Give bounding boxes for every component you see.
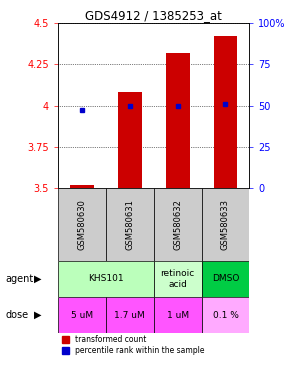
Bar: [166, 53, 190, 188]
Bar: [154, 261, 202, 297]
Bar: [154, 297, 202, 333]
Text: retinoic
acid: retinoic acid: [160, 269, 195, 289]
Bar: [118, 93, 142, 188]
Text: ▶: ▶: [34, 310, 41, 320]
Bar: [106, 188, 154, 261]
Text: GSM580630: GSM580630: [77, 199, 86, 250]
Text: KHS101: KHS101: [88, 275, 124, 283]
Text: GSM580632: GSM580632: [173, 199, 182, 250]
Bar: [202, 261, 249, 297]
Text: agent: agent: [6, 274, 34, 284]
Text: 0.1 %: 0.1 %: [213, 311, 238, 320]
Text: 5 uM: 5 uM: [71, 311, 93, 320]
Bar: [58, 188, 106, 261]
Text: 1 uM: 1 uM: [166, 311, 189, 320]
Bar: [213, 36, 238, 188]
Title: GDS4912 / 1385253_at: GDS4912 / 1385253_at: [85, 9, 222, 22]
Bar: [106, 297, 154, 333]
Text: ▶: ▶: [34, 274, 41, 284]
Bar: [202, 297, 249, 333]
Bar: [70, 185, 94, 188]
Text: DMSO: DMSO: [212, 275, 239, 283]
Bar: [58, 261, 154, 297]
Text: GSM580633: GSM580633: [221, 199, 230, 250]
Bar: [58, 297, 106, 333]
Text: dose: dose: [6, 310, 29, 320]
Text: GSM580631: GSM580631: [125, 199, 134, 250]
Text: 1.7 uM: 1.7 uM: [114, 311, 145, 320]
Legend: transformed count, percentile rank within the sample: transformed count, percentile rank withi…: [62, 335, 204, 355]
Bar: [154, 188, 202, 261]
Bar: [202, 188, 249, 261]
